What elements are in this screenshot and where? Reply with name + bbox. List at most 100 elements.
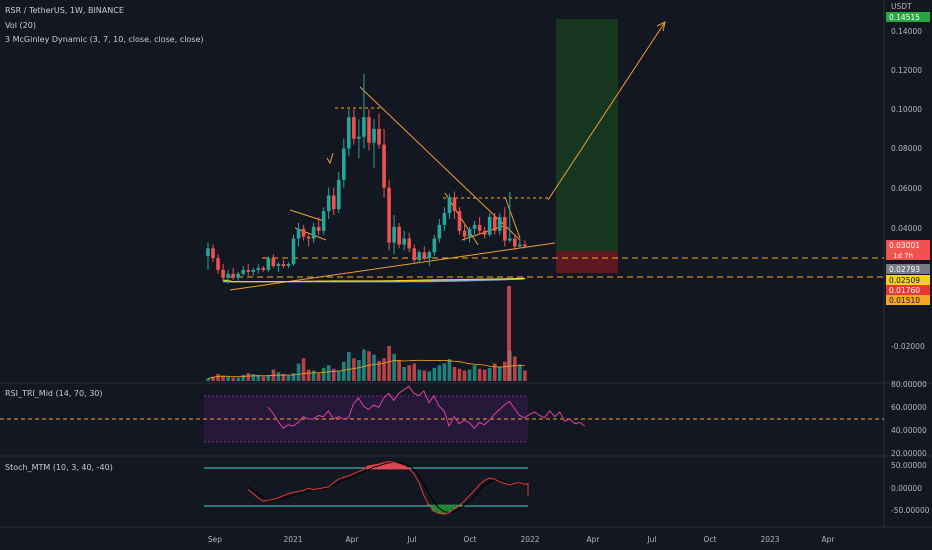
candle[interactable] — [256, 264, 261, 274]
candle[interactable] — [392, 215, 396, 255]
candle[interactable] — [241, 266, 246, 276]
stoch-line[interactable] — [247, 460, 529, 515]
candle[interactable] — [472, 220, 477, 235]
mcginley-lines[interactable] — [223, 277, 525, 283]
candle[interactable] — [417, 250, 422, 263]
candle[interactable] — [523, 240, 527, 249]
candle[interactable] — [462, 222, 467, 241]
volume-bar — [372, 354, 376, 381]
candle[interactable] — [508, 191, 512, 243]
candle[interactable] — [316, 217, 321, 235]
candle[interactable] — [342, 138, 346, 188]
candle[interactable] — [402, 230, 406, 251]
time-axis[interactable]: Sep 2021 Apr Jul Oct 2022 Apr Jul Oct 2023 Apr — [208, 535, 835, 544]
candle[interactable] — [286, 262, 291, 268]
candle[interactable] — [291, 234, 296, 266]
candlesticks[interactable] — [206, 74, 527, 284]
rsi-axis[interactable]: 80.00000 60.00000 40.00000 20.00000 — [891, 380, 927, 458]
candle[interactable] — [372, 119, 376, 169]
long-position-target-zone[interactable] — [556, 19, 618, 251]
svg-text:0.03001: 0.03001 — [889, 241, 920, 250]
long-position-stop-zone[interactable] — [556, 251, 618, 273]
candle[interactable] — [518, 238, 522, 249]
candle[interactable] — [382, 128, 386, 198]
candle[interactable] — [216, 254, 220, 274]
projection-arrow-head[interactable] — [656, 21, 666, 32]
candle[interactable] — [442, 207, 447, 231]
candle[interactable] — [367, 109, 371, 151]
candle[interactable] — [266, 256, 271, 272]
candle[interactable] — [487, 213, 492, 237]
candle[interactable] — [326, 187, 331, 219]
candle[interactable] — [336, 172, 341, 214]
wedge-line-3[interactable] — [504, 196, 521, 239]
candle[interactable] — [387, 179, 391, 251]
stoch-tick: 50.00000 — [891, 461, 927, 470]
candle[interactable] — [231, 267, 235, 280]
rsi-line[interactable] — [267, 385, 586, 430]
candle[interactable] — [306, 234, 311, 247]
candle[interactable] — [236, 271, 240, 282]
candle[interactable] — [261, 266, 266, 272]
small-arrow[interactable] — [326, 152, 334, 165]
candle[interactable] — [347, 109, 351, 157]
candle[interactable] — [467, 226, 472, 243]
candle[interactable] — [221, 264, 225, 282]
candle[interactable] — [331, 187, 336, 216]
volume-bar — [523, 370, 527, 381]
candle[interactable] — [206, 242, 210, 270]
volume-bar — [432, 367, 437, 381]
price-label-top: 0.14515 — [886, 12, 930, 22]
candle[interactable] — [427, 250, 432, 266]
volume-bar — [347, 352, 351, 381]
stoch-signal-line[interactable] — [247, 461, 529, 514]
candle[interactable] — [352, 109, 356, 145]
candle[interactable] — [301, 224, 306, 241]
candle[interactable] — [211, 244, 215, 263]
stoch-oversold-fill — [441, 504, 447, 515]
price-label-mg2: 0.02509 — [886, 275, 930, 285]
candle[interactable] — [397, 222, 401, 249]
candle[interactable] — [482, 226, 487, 239]
candle[interactable] — [447, 193, 452, 219]
volume-bar — [442, 363, 447, 381]
candle[interactable] — [432, 234, 437, 257]
trend-drawings[interactable] — [229, 21, 666, 291]
descending-trendline[interactable] — [359, 86, 521, 241]
volume-bar — [291, 373, 296, 381]
volume-bar — [352, 358, 356, 381]
candle[interactable] — [412, 244, 417, 265]
candle[interactable] — [321, 207, 326, 235]
candle[interactable] — [246, 264, 251, 276]
volume-bar — [477, 368, 482, 381]
candle[interactable] — [357, 119, 361, 159]
candle[interactable] — [477, 217, 482, 235]
candle[interactable] — [362, 74, 366, 149]
candle[interactable] — [271, 254, 276, 268]
candle[interactable] — [492, 213, 497, 235]
candle[interactable] — [296, 222, 301, 247]
volume-spike — [507, 286, 511, 381]
candle[interactable] — [311, 222, 316, 243]
candle[interactable] — [407, 232, 411, 253]
candle[interactable] — [513, 234, 517, 251]
candle[interactable] — [281, 260, 286, 268]
candle[interactable] — [226, 269, 230, 284]
mcginley-line[interactable] — [223, 277, 525, 283]
stoch-axis[interactable]: 50.00000 0.00000 -50.00000 — [891, 461, 930, 515]
candle[interactable] — [497, 213, 502, 235]
candle[interactable] — [452, 191, 457, 219]
candle[interactable] — [377, 113, 381, 149]
projection-arrow[interactable] — [547, 21, 666, 201]
candle[interactable] — [502, 207, 507, 247]
stoch-overbought-fill — [396, 464, 402, 470]
price-axis[interactable]: 0.14000 0.12000 0.10000 0.08000 0.06000 0.040… — [891, 27, 925, 351]
candle[interactable] — [457, 207, 462, 235]
candle[interactable] — [422, 246, 427, 261]
volume-bar — [211, 376, 215, 381]
candle[interactable] — [276, 262, 281, 272]
candle[interactable] — [251, 267, 256, 276]
time-tick: Oct — [704, 535, 717, 544]
candle[interactable] — [437, 219, 442, 243]
